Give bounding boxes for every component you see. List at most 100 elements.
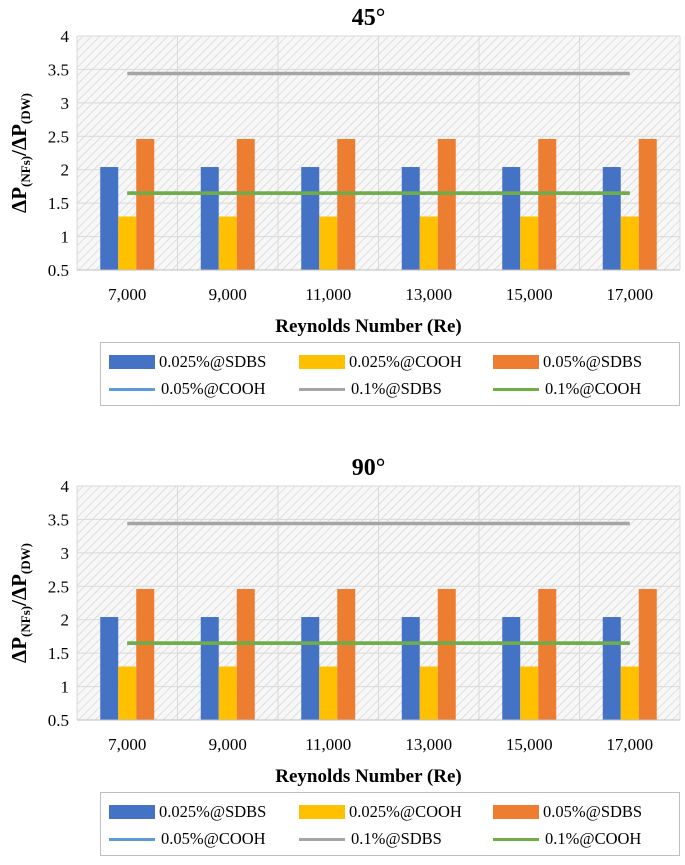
bar-0-05-sdbs — [337, 138, 356, 270]
legend-90: 0.025%@SDBS 0.025%@COOH 0.05%@SDBS 0.05%… — [100, 792, 680, 856]
y-tick-label: 3.5 — [48, 510, 69, 529]
bar-0-025-cooh — [419, 216, 438, 270]
legend-label: 0.05%@SDBS — [543, 802, 643, 821]
bar-0-025-cooh — [218, 666, 237, 720]
x-axis-label: Reynolds Number (Re) — [275, 316, 461, 337]
legend-swatch — [493, 355, 539, 369]
y-tick-label: 2.5 — [48, 577, 69, 596]
bar-0-05-sdbs — [236, 138, 255, 270]
bar-0-025-sdbs — [100, 167, 119, 270]
legend-item-0-1-sdbs: 0.1%@SDBS — [299, 828, 442, 850]
bar-0-025-cooh — [520, 666, 539, 720]
legend-label: 0.025%@SDBS — [159, 352, 267, 371]
chart-panel-90: 0.5 1 1.5 2 2.5 3 3.5 4 7,000 9,000 11,000 13,000 15… — [0, 450, 685, 865]
legend-swatch — [299, 837, 345, 841]
bar-0-05-sdbs — [236, 588, 255, 720]
y-tick-label: 1 — [61, 678, 70, 697]
bar-0-05-sdbs — [337, 588, 356, 720]
x-tick-label: 9,000 — [209, 285, 247, 304]
legend-swatch — [109, 837, 155, 841]
legend-label: 0.025%@COOH — [349, 352, 462, 371]
y-tick-label: 3 — [61, 544, 70, 563]
bar-0-025-sdbs — [401, 167, 420, 270]
bar-0-025-cooh — [218, 216, 237, 270]
bar-0-025-cooh — [118, 666, 137, 720]
bar-0-025-sdbs — [301, 617, 320, 720]
bar-0-025-sdbs — [602, 167, 621, 270]
bar-0-025-cooh — [620, 216, 639, 270]
x-tick-label: 15,000 — [506, 735, 553, 754]
legend-item-0-05-cooh: 0.05%@COOH — [109, 828, 266, 850]
legend-swatch — [299, 805, 345, 819]
bar-0-05-sdbs — [538, 138, 557, 270]
y-tick-label: 1 — [61, 228, 70, 247]
legend-label: 0.05%@COOH — [161, 379, 266, 398]
bar-0-05-sdbs — [437, 138, 456, 270]
bar-0-025-cooh — [319, 216, 338, 270]
y-axis-label: ΔP(NFs)/ΔP(DW) — [7, 543, 33, 663]
x-axis-label: Reynolds Number (Re) — [275, 766, 461, 787]
legend-item-0-1-sdbs: 0.1%@SDBS — [299, 378, 442, 400]
bar-0-025-cooh — [419, 666, 438, 720]
legend-label: 0.05%@COOH — [161, 829, 266, 848]
bar-0-025-cooh — [620, 666, 639, 720]
x-tick-label: 7,000 — [108, 285, 146, 304]
bar-0-025-sdbs — [502, 617, 521, 720]
legend-label: 0.025%@SDBS — [159, 802, 267, 821]
legend-item-0-025-sdbs: 0.025%@SDBS — [109, 801, 266, 823]
x-tick-label: 13,000 — [405, 735, 452, 754]
legend-swatch — [109, 355, 155, 369]
bar-0-025-cooh — [319, 666, 338, 720]
chart-45-svg: 0.5 1 1.5 2 2.5 3 3.5 4 7,000 9,000 11,000 13,000 15… — [7, 5, 681, 337]
y-tick-label: 3 — [61, 94, 70, 113]
legend-swatch — [299, 355, 345, 369]
bar-0-025-sdbs — [200, 617, 219, 720]
legend-swatch — [109, 805, 155, 819]
bar-0-05-sdbs — [638, 138, 657, 270]
legend-item-0-05-cooh: 0.05%@COOH — [109, 378, 266, 400]
legend-swatch — [493, 805, 539, 819]
bar-0-025-sdbs — [200, 167, 219, 270]
bar-0-05-sdbs — [638, 588, 657, 720]
bar-0-05-sdbs — [136, 138, 155, 270]
x-tick-label: 7,000 — [108, 735, 146, 754]
legend-swatch — [493, 387, 539, 391]
legend-item-0-05-sdbs: 0.05%@SDBS — [493, 351, 642, 373]
y-tick-label: 2.5 — [48, 127, 69, 146]
legend-item-0-025-cooh: 0.025%@COOH — [299, 801, 462, 823]
legend-item-0-025-cooh: 0.025%@COOH — [299, 351, 462, 373]
legend-swatch — [109, 387, 155, 391]
legend-item-0-025-sdbs: 0.025%@SDBS — [109, 351, 266, 373]
y-tick-label: 4 — [61, 27, 70, 46]
bar-0-025-cooh — [520, 216, 539, 270]
y-axis-label: ΔP(NFs)/ΔP(DW) — [7, 93, 33, 213]
y-tick-label: 0.5 — [48, 711, 69, 730]
x-tick-label: 11,000 — [305, 735, 351, 754]
chart-title: 90° — [352, 455, 386, 481]
x-tick-label: 17,000 — [606, 735, 653, 754]
bar-0-05-sdbs — [538, 588, 557, 720]
y-tick-label: 2 — [61, 161, 70, 180]
bar-0-05-sdbs — [437, 588, 456, 720]
legend-label: 0.025%@COOH — [349, 802, 462, 821]
chart-panel-45: 0.5 1 1.5 2 2.5 3 3.5 4 7,000 9,000 11,000 13,000 15… — [0, 0, 685, 432]
legend-45: 0.025%@SDBS 0.025%@COOH 0.05%@SDBS 0.05%… — [100, 342, 680, 406]
bar-0-05-sdbs — [136, 588, 155, 720]
legend-label: 0.1%@SDBS — [351, 829, 442, 848]
y-tick-label: 0.5 — [48, 261, 69, 280]
y-tick-label: 4 — [61, 477, 70, 496]
bar-0-025-sdbs — [401, 617, 420, 720]
chart-title: 45° — [352, 5, 386, 31]
legend-item-0-1-cooh: 0.1%@COOH — [493, 378, 641, 400]
legend-label: 0.1%@COOH — [545, 829, 642, 848]
y-tick-label: 2 — [61, 611, 70, 630]
x-tick-label: 11,000 — [305, 285, 351, 304]
legend-swatch — [493, 837, 539, 841]
legend-label: 0.1%@SDBS — [351, 379, 442, 398]
legend-label: 0.05%@SDBS — [543, 352, 643, 371]
legend-swatch — [299, 387, 345, 391]
x-tick-label: 13,000 — [405, 285, 452, 304]
y-tick-label: 1.5 — [48, 644, 69, 663]
legend-label: 0.1%@COOH — [545, 379, 642, 398]
x-tick-label: 15,000 — [506, 285, 553, 304]
